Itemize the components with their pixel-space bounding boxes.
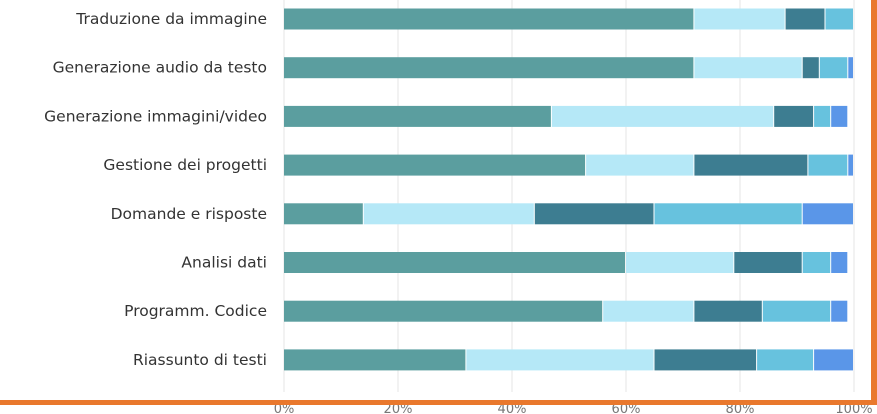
x-tick-label: 60%	[612, 402, 641, 414]
bar-segment	[654, 349, 757, 371]
x-tick-label: 100%	[835, 402, 872, 414]
x-tick-label: 40%	[498, 402, 527, 414]
category-label: Gestione dei progetti	[103, 156, 267, 174]
bar-segment	[694, 57, 802, 79]
category-label: Generazione immagini/video	[44, 107, 267, 125]
bar-segment	[694, 8, 785, 30]
bar-segment	[284, 154, 586, 176]
category-label: Analisi dati	[181, 254, 267, 272]
bar-segment	[534, 203, 654, 225]
bar-segment	[284, 8, 694, 30]
bar-segment	[814, 105, 831, 127]
bar-segment	[466, 349, 654, 371]
bar-segment	[626, 252, 734, 273]
bar-segment	[363, 203, 534, 225]
x-tick-labels: 0% 20% 40% 60% 80% 100%	[274, 402, 873, 414]
category-label: Programm. Codice	[124, 302, 267, 320]
bar-segment	[802, 57, 819, 79]
bar-segment	[757, 349, 814, 371]
category-label: Riassunto di testi	[133, 351, 267, 369]
bar-segment	[848, 57, 853, 79]
bar-segment	[284, 349, 466, 371]
x-tick-label: 20%	[384, 402, 413, 414]
bar-segment	[831, 300, 848, 322]
category-labels: Traduzione da immagine Generazione audio …	[44, 10, 267, 369]
bar-segment	[284, 57, 694, 79]
bar-segment	[284, 105, 551, 127]
bar-segment	[831, 105, 848, 127]
bar-segment	[284, 300, 603, 322]
bar-segment	[825, 8, 853, 30]
bar-segment	[694, 300, 762, 322]
bar-segment	[284, 252, 625, 273]
bar-segment	[586, 154, 694, 176]
bar-segment	[814, 349, 853, 371]
x-tick-label: 0%	[274, 402, 295, 414]
bar-segment	[551, 105, 774, 127]
category-label: Generazione audio da testo	[53, 59, 267, 77]
bar-segment	[762, 300, 831, 322]
bar-segment	[654, 203, 802, 225]
bar-segment	[694, 154, 808, 176]
bar-segment	[802, 252, 831, 273]
bar-segment	[785, 8, 825, 30]
bar-segment	[284, 203, 363, 225]
category-label: Traduzione da immagine	[75, 10, 267, 28]
bar-segment	[802, 203, 853, 225]
bar-segment	[774, 105, 814, 127]
bar-segment	[848, 154, 853, 176]
bar-segment	[734, 252, 802, 273]
bars	[284, 8, 853, 371]
bar-segment	[819, 57, 848, 79]
x-tick-label: 80%	[726, 402, 755, 414]
bar-segment	[831, 252, 848, 273]
bar-segment	[808, 154, 848, 176]
category-label: Domande e risposte	[111, 205, 267, 223]
bar-segment	[603, 300, 694, 322]
